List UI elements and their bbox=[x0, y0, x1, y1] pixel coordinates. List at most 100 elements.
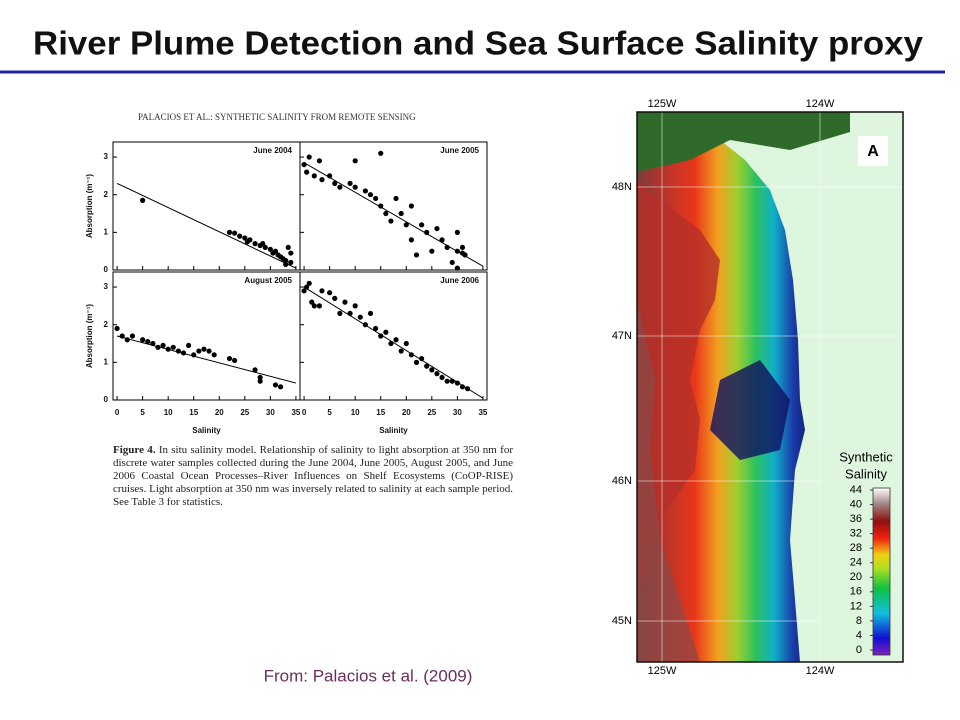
panel-label-box bbox=[858, 136, 888, 166]
point bbox=[342, 299, 348, 305]
point bbox=[393, 195, 399, 202]
point bbox=[283, 257, 289, 264]
point bbox=[327, 290, 333, 296]
point bbox=[419, 222, 425, 228]
point bbox=[337, 310, 343, 317]
colorbar-tick-label: 28 bbox=[850, 542, 862, 554]
point bbox=[373, 325, 379, 332]
point bbox=[186, 342, 192, 349]
y-tick-label: 3 bbox=[104, 282, 109, 291]
y-tick-label: 0 bbox=[104, 395, 109, 404]
figure-header: PALACIOS ET AL.: SYNTHETIC SALINITY FROM… bbox=[138, 112, 416, 122]
map-frame bbox=[636, 111, 904, 663]
point bbox=[398, 210, 404, 217]
point bbox=[304, 169, 310, 175]
point bbox=[429, 367, 435, 373]
x-tick-label: 35 bbox=[478, 408, 487, 417]
island bbox=[637, 112, 850, 172]
colorbar-tick-label: 12 bbox=[850, 600, 862, 612]
point bbox=[272, 382, 279, 388]
point bbox=[288, 250, 294, 256]
point bbox=[449, 259, 455, 266]
point bbox=[352, 303, 358, 309]
y-tick-label: 2 bbox=[104, 320, 109, 329]
slide-title: River Plume Detection and Sea Surface Sa… bbox=[33, 25, 924, 62]
lat-label: 47N bbox=[612, 330, 632, 342]
x-tick-label: 10 bbox=[351, 408, 360, 417]
point bbox=[398, 348, 404, 354]
point bbox=[439, 237, 445, 243]
figure: June 2004 0 1 2 3 Absorption (m⁻¹) June 2005 Au… bbox=[85, 141, 488, 435]
colorbar-tick-label: 16 bbox=[850, 586, 862, 598]
panel-frame bbox=[112, 271, 301, 401]
point bbox=[316, 303, 323, 309]
point bbox=[140, 337, 146, 343]
point bbox=[247, 237, 253, 243]
point bbox=[301, 288, 307, 294]
point bbox=[311, 173, 317, 179]
panel-frame bbox=[299, 141, 488, 271]
caption-text: In situ salinity model. Relationship of … bbox=[113, 444, 513, 508]
point bbox=[332, 180, 338, 187]
trend-line bbox=[116, 335, 297, 384]
colorbar bbox=[872, 487, 891, 656]
offshore bbox=[637, 300, 700, 662]
x-tick-label: 25 bbox=[240, 408, 249, 417]
point bbox=[408, 237, 414, 243]
x-tick-label: 5 bbox=[140, 408, 145, 417]
point bbox=[232, 357, 238, 364]
lon-label: 124W bbox=[806, 665, 835, 677]
point bbox=[434, 371, 440, 377]
source: From: Palacios et al. (2009) bbox=[264, 666, 473, 685]
point bbox=[459, 244, 466, 251]
point bbox=[226, 229, 233, 235]
trend-line bbox=[116, 182, 297, 269]
point bbox=[288, 259, 294, 266]
point bbox=[367, 310, 374, 317]
caption-label: Figure 4. bbox=[113, 444, 156, 456]
point bbox=[196, 348, 202, 354]
point bbox=[352, 158, 358, 164]
point bbox=[454, 229, 460, 235]
point bbox=[367, 192, 374, 198]
point bbox=[362, 188, 368, 194]
lat-label: 48N bbox=[612, 181, 632, 193]
lat-label: 45N bbox=[612, 615, 632, 627]
point bbox=[309, 299, 315, 305]
point bbox=[319, 288, 325, 294]
point bbox=[413, 252, 420, 258]
colorbar-tick-label: 20 bbox=[850, 571, 862, 583]
point bbox=[140, 197, 146, 203]
point bbox=[419, 355, 425, 362]
plume-core bbox=[710, 360, 790, 460]
lon-label: 125W bbox=[648, 98, 677, 110]
x-tick-label: 20 bbox=[215, 408, 224, 417]
point bbox=[319, 177, 325, 183]
point bbox=[201, 346, 207, 352]
point bbox=[316, 158, 323, 164]
point bbox=[262, 244, 268, 251]
colorbar-tick-label: 40 bbox=[850, 498, 862, 510]
colorbar-title: Salinity bbox=[845, 466, 887, 481]
point bbox=[403, 222, 409, 228]
point bbox=[242, 235, 248, 241]
point bbox=[424, 229, 430, 235]
point bbox=[272, 248, 279, 254]
point bbox=[311, 303, 317, 309]
point bbox=[285, 244, 291, 251]
caption: Figure 4. In situ salinity model. Relati… bbox=[113, 444, 513, 509]
point bbox=[393, 337, 399, 343]
point bbox=[277, 384, 284, 390]
x-tick-label: 5 bbox=[327, 408, 332, 417]
colorbar-tick-label: 0 bbox=[856, 644, 862, 656]
trend-line bbox=[303, 286, 484, 399]
x-tick-label: 0 bbox=[302, 408, 307, 417]
x-tick-label: 30 bbox=[266, 408, 275, 417]
point bbox=[429, 248, 435, 254]
point bbox=[170, 344, 176, 350]
point bbox=[237, 233, 243, 239]
x-tick-label: 35 bbox=[291, 408, 300, 417]
colorbar-tick-label: 32 bbox=[850, 528, 862, 540]
